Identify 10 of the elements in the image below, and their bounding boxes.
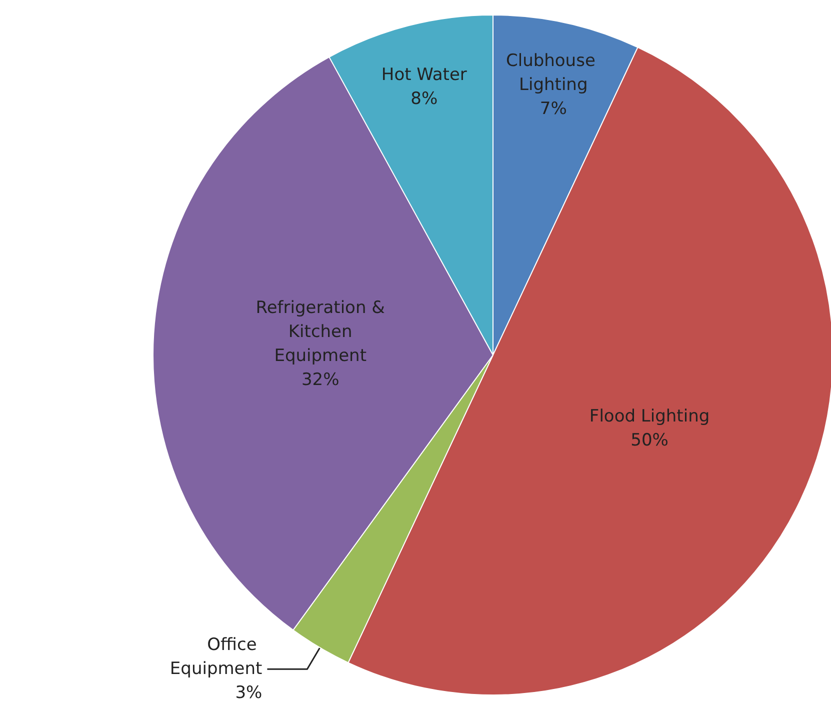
data-label: 3% — [235, 683, 262, 704]
slice-label: Hot Water — [381, 64, 467, 85]
slice-label: Office Equipment — [170, 635, 263, 680]
data-label: 50% — [630, 430, 668, 451]
slice-label: Clubhouse Lighting — [506, 50, 601, 95]
slice-label: Flood Lighting — [589, 406, 710, 427]
data-label: 32% — [301, 370, 340, 390]
data-label: 7% — [540, 98, 567, 119]
slice-label: Refrigeration & Kitchen Equipment — [256, 298, 385, 366]
data-label: 8% — [410, 88, 438, 109]
